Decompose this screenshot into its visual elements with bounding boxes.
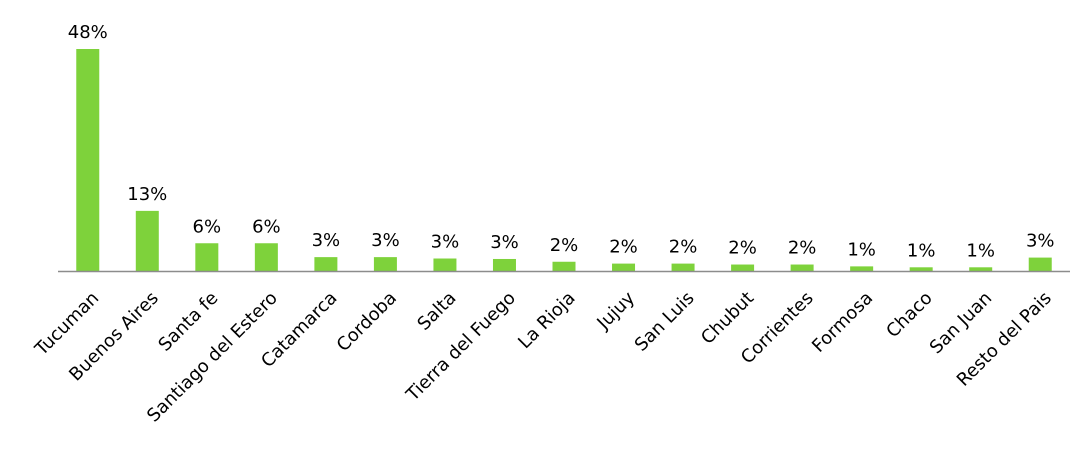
bar-tierra-del-fuego [492, 258, 516, 271]
bar-san-luis [671, 263, 695, 271]
bar-jujuy [612, 263, 636, 271]
value-label-catamarca: 3% [312, 230, 341, 251]
category-label-chubut: Chubut [697, 288, 758, 349]
value-label-tierra-del-fuego: 3% [490, 232, 519, 253]
value-label-resto-del-pais: 3% [1026, 231, 1055, 252]
bar-santa-fe [195, 243, 219, 271]
category-label-salta: Salta [413, 288, 460, 335]
bar-resto-del-pais [1028, 257, 1052, 271]
category-label-formosa: Formosa [808, 288, 877, 357]
value-label-tucuman: 48% [68, 22, 108, 43]
value-label-la-rioja: 2% [550, 235, 579, 256]
value-label-buenos-aires: 13% [127, 184, 167, 205]
value-label-santiago-del-estero: 6% [252, 216, 281, 237]
bar-la-rioja [552, 261, 576, 271]
value-label-salta: 3% [431, 232, 460, 253]
category-label-la-rioja: La Rioja [514, 288, 579, 353]
bar-san-juan [969, 267, 993, 271]
bar-salta [433, 258, 457, 271]
value-label-jujuy: 2% [609, 237, 638, 258]
bar-catamarca [314, 257, 338, 271]
value-label-cordoba: 3% [371, 230, 400, 251]
category-label-chaco: Chaco [882, 288, 936, 342]
value-label-chubut: 2% [728, 238, 757, 259]
value-label-san-juan: 1% [966, 240, 995, 261]
bar-formosa [850, 266, 874, 271]
bar-chaco [909, 267, 933, 271]
bar-santiago-del-estero [254, 243, 278, 271]
value-label-santa-fe: 6% [193, 216, 222, 237]
bar-chubut [731, 264, 755, 271]
value-label-chaco: 1% [907, 240, 936, 261]
bar-cordoba [373, 257, 397, 271]
value-label-san-luis: 2% [669, 237, 698, 258]
bar-buenos-aires [135, 210, 159, 271]
value-labels-group: 48% 13% 6% 6% 3% 3% 3% 3% 2% 2% 2% 2% 2% 1% 1% 1% 3% [68, 22, 1055, 261]
bar-tucuman [76, 49, 100, 271]
value-label-corrientes: 2% [788, 238, 817, 259]
bar-corrientes [790, 264, 814, 271]
bars-group [76, 49, 1052, 271]
value-label-formosa: 1% [847, 239, 876, 260]
category-label-san-luis: San Luis [631, 288, 699, 356]
category-label-cordoba: Cordoba [333, 288, 401, 356]
category-label-jujuy: Jujuy [593, 287, 640, 334]
category-label-tierra-del-fuego: Tierra del Fuego [402, 288, 520, 406]
